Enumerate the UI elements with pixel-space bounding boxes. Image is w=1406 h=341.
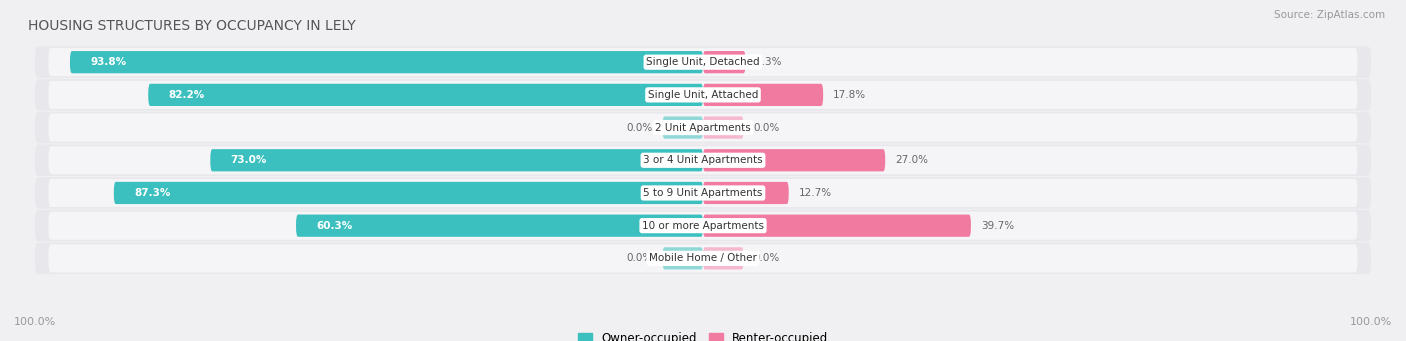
Text: 100.0%: 100.0% <box>1350 317 1392 327</box>
FancyBboxPatch shape <box>70 51 703 73</box>
Legend: Owner-occupied, Renter-occupied: Owner-occupied, Renter-occupied <box>572 328 834 341</box>
FancyBboxPatch shape <box>48 146 1358 174</box>
Text: 2 Unit Apartments: 2 Unit Apartments <box>655 122 751 133</box>
Text: Single Unit, Detached: Single Unit, Detached <box>647 57 759 67</box>
FancyBboxPatch shape <box>48 212 1358 240</box>
Text: 12.7%: 12.7% <box>799 188 832 198</box>
FancyBboxPatch shape <box>703 117 744 139</box>
Text: 39.7%: 39.7% <box>981 221 1014 231</box>
Text: 10 or more Apartments: 10 or more Apartments <box>643 221 763 231</box>
Text: 0.0%: 0.0% <box>626 253 652 263</box>
FancyBboxPatch shape <box>703 149 886 172</box>
FancyBboxPatch shape <box>662 117 703 139</box>
Text: Mobile Home / Other: Mobile Home / Other <box>650 253 756 263</box>
FancyBboxPatch shape <box>48 244 1358 272</box>
FancyBboxPatch shape <box>703 84 823 106</box>
Text: Single Unit, Attached: Single Unit, Attached <box>648 90 758 100</box>
Text: 73.0%: 73.0% <box>231 155 267 165</box>
FancyBboxPatch shape <box>703 247 744 269</box>
Text: 60.3%: 60.3% <box>316 221 353 231</box>
Text: 93.8%: 93.8% <box>90 57 127 67</box>
Text: 82.2%: 82.2% <box>169 90 205 100</box>
FancyBboxPatch shape <box>297 214 703 237</box>
Text: 87.3%: 87.3% <box>134 188 170 198</box>
FancyBboxPatch shape <box>35 243 1371 274</box>
Text: HOUSING STRUCTURES BY OCCUPANCY IN LELY: HOUSING STRUCTURES BY OCCUPANCY IN LELY <box>28 19 356 33</box>
Text: 6.3%: 6.3% <box>755 57 782 67</box>
FancyBboxPatch shape <box>35 46 1371 78</box>
Text: 27.0%: 27.0% <box>896 155 928 165</box>
FancyBboxPatch shape <box>35 210 1371 241</box>
FancyBboxPatch shape <box>662 247 703 269</box>
Text: 0.0%: 0.0% <box>754 122 780 133</box>
Text: Source: ZipAtlas.com: Source: ZipAtlas.com <box>1274 10 1385 20</box>
FancyBboxPatch shape <box>48 179 1358 207</box>
FancyBboxPatch shape <box>148 84 703 106</box>
FancyBboxPatch shape <box>703 214 972 237</box>
Text: 3 or 4 Unit Apartments: 3 or 4 Unit Apartments <box>643 155 763 165</box>
FancyBboxPatch shape <box>703 51 745 73</box>
Text: 17.8%: 17.8% <box>834 90 866 100</box>
FancyBboxPatch shape <box>48 81 1358 109</box>
Text: 0.0%: 0.0% <box>754 253 780 263</box>
FancyBboxPatch shape <box>35 79 1371 110</box>
FancyBboxPatch shape <box>35 112 1371 143</box>
FancyBboxPatch shape <box>35 177 1371 209</box>
FancyBboxPatch shape <box>211 149 703 172</box>
FancyBboxPatch shape <box>114 182 703 204</box>
FancyBboxPatch shape <box>703 182 789 204</box>
FancyBboxPatch shape <box>48 114 1358 142</box>
FancyBboxPatch shape <box>48 48 1358 76</box>
Text: 100.0%: 100.0% <box>14 317 56 327</box>
Text: 0.0%: 0.0% <box>626 122 652 133</box>
Text: 5 to 9 Unit Apartments: 5 to 9 Unit Apartments <box>644 188 762 198</box>
FancyBboxPatch shape <box>35 145 1371 176</box>
